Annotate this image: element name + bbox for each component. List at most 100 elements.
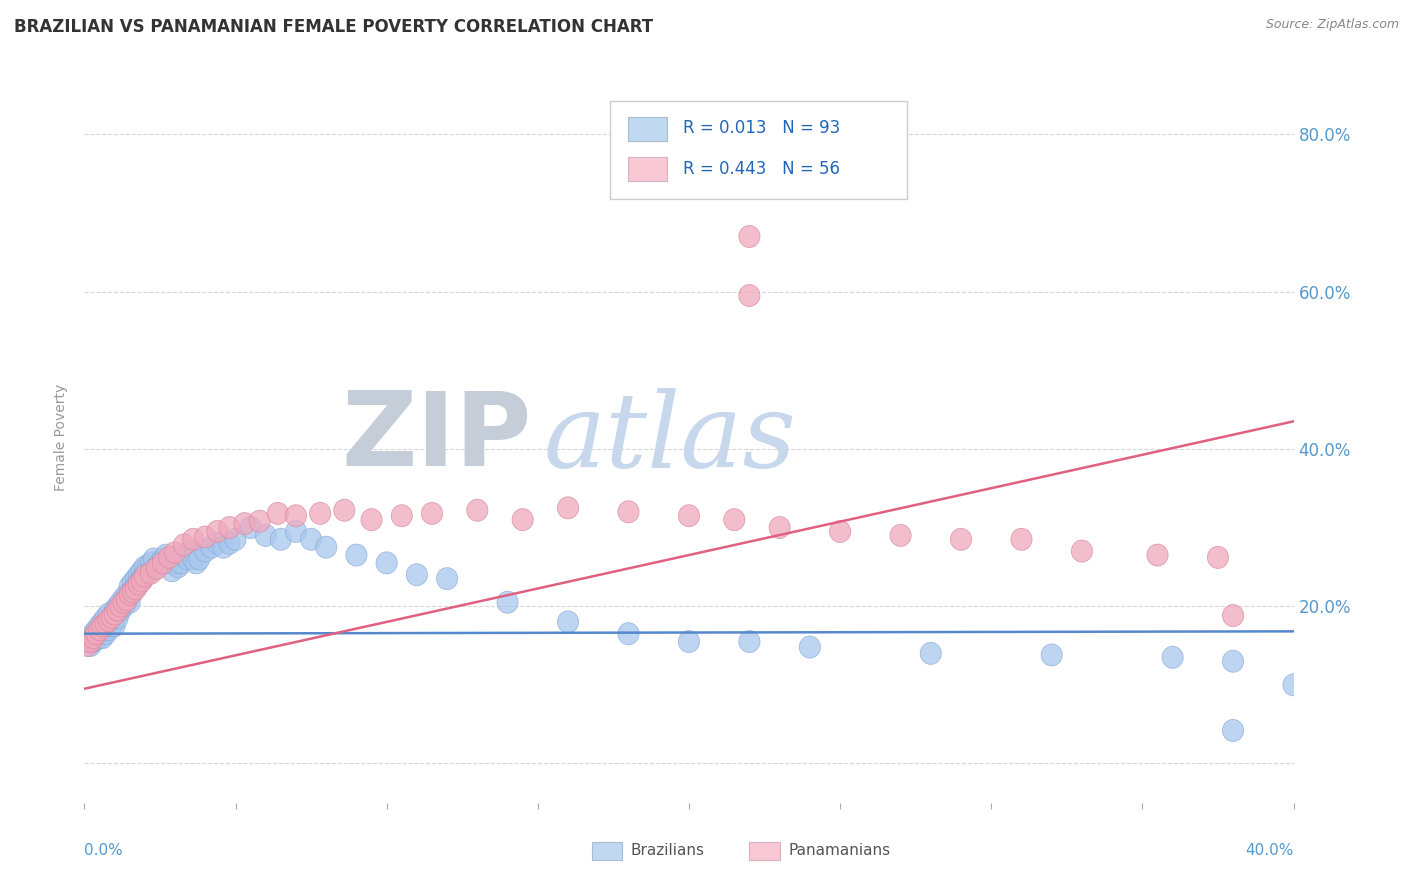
Ellipse shape — [391, 505, 412, 527]
Ellipse shape — [1161, 647, 1184, 668]
Ellipse shape — [159, 547, 180, 568]
Ellipse shape — [512, 508, 533, 531]
Ellipse shape — [270, 528, 291, 550]
Ellipse shape — [173, 533, 194, 556]
Ellipse shape — [152, 552, 173, 574]
Ellipse shape — [107, 599, 128, 621]
Ellipse shape — [496, 591, 519, 614]
Ellipse shape — [333, 500, 354, 521]
Ellipse shape — [80, 631, 101, 653]
Ellipse shape — [98, 603, 120, 625]
Ellipse shape — [125, 567, 146, 590]
Ellipse shape — [159, 552, 180, 574]
Ellipse shape — [107, 607, 128, 629]
Ellipse shape — [212, 536, 233, 558]
Ellipse shape — [86, 619, 107, 640]
Ellipse shape — [146, 556, 167, 578]
Ellipse shape — [146, 558, 167, 580]
Text: Panamanians: Panamanians — [789, 843, 890, 858]
Bar — [628, 117, 668, 141]
Ellipse shape — [89, 626, 110, 648]
Ellipse shape — [240, 516, 262, 539]
Ellipse shape — [83, 623, 104, 645]
Ellipse shape — [141, 552, 162, 574]
Ellipse shape — [194, 541, 217, 562]
Ellipse shape — [128, 574, 149, 595]
Ellipse shape — [117, 591, 138, 614]
Ellipse shape — [141, 560, 162, 582]
Ellipse shape — [467, 500, 488, 521]
Ellipse shape — [346, 544, 367, 566]
Ellipse shape — [188, 548, 209, 570]
Ellipse shape — [131, 567, 152, 590]
Ellipse shape — [96, 607, 117, 629]
Ellipse shape — [738, 285, 761, 307]
Ellipse shape — [165, 552, 186, 574]
Ellipse shape — [1147, 544, 1168, 566]
Ellipse shape — [96, 623, 117, 645]
Ellipse shape — [436, 567, 458, 590]
Ellipse shape — [125, 578, 146, 600]
Ellipse shape — [309, 502, 330, 524]
Ellipse shape — [285, 520, 307, 542]
Ellipse shape — [107, 603, 128, 625]
Bar — [592, 841, 623, 860]
Ellipse shape — [315, 536, 337, 558]
Ellipse shape — [1011, 528, 1032, 550]
Text: Source: ZipAtlas.com: Source: ZipAtlas.com — [1265, 18, 1399, 31]
Ellipse shape — [149, 552, 170, 574]
Ellipse shape — [104, 603, 125, 625]
Ellipse shape — [89, 619, 110, 640]
Ellipse shape — [170, 552, 191, 574]
Ellipse shape — [83, 631, 104, 653]
Ellipse shape — [143, 548, 165, 570]
Ellipse shape — [120, 591, 141, 614]
Ellipse shape — [249, 510, 270, 533]
Ellipse shape — [920, 642, 942, 665]
Ellipse shape — [134, 566, 156, 587]
Ellipse shape — [120, 583, 141, 606]
Ellipse shape — [301, 528, 322, 550]
Ellipse shape — [1222, 650, 1244, 673]
Text: ZIP: ZIP — [342, 386, 531, 488]
Ellipse shape — [180, 541, 201, 562]
Ellipse shape — [225, 528, 246, 550]
Text: R = 0.443   N = 56: R = 0.443 N = 56 — [683, 160, 839, 178]
Ellipse shape — [1222, 720, 1244, 741]
Ellipse shape — [678, 631, 700, 653]
Ellipse shape — [138, 556, 159, 578]
Ellipse shape — [86, 623, 107, 645]
Ellipse shape — [104, 615, 125, 637]
Ellipse shape — [183, 528, 204, 550]
Text: R = 0.013   N = 93: R = 0.013 N = 93 — [683, 120, 841, 137]
Ellipse shape — [134, 556, 156, 578]
Ellipse shape — [91, 615, 112, 637]
Ellipse shape — [201, 536, 222, 558]
Ellipse shape — [86, 628, 107, 650]
Ellipse shape — [162, 560, 183, 582]
Ellipse shape — [177, 548, 198, 570]
Ellipse shape — [557, 497, 579, 519]
Ellipse shape — [89, 623, 110, 645]
Ellipse shape — [107, 595, 128, 617]
Ellipse shape — [1208, 547, 1229, 568]
Ellipse shape — [120, 575, 141, 598]
Ellipse shape — [91, 611, 112, 633]
Ellipse shape — [128, 572, 149, 593]
Ellipse shape — [830, 520, 851, 542]
Ellipse shape — [104, 607, 125, 629]
Ellipse shape — [80, 626, 101, 648]
Ellipse shape — [375, 552, 398, 574]
Ellipse shape — [557, 611, 579, 633]
Ellipse shape — [738, 226, 761, 248]
Ellipse shape — [77, 634, 98, 657]
Ellipse shape — [141, 562, 162, 584]
Ellipse shape — [96, 615, 117, 637]
Text: Brazilians: Brazilians — [631, 843, 704, 858]
Ellipse shape — [122, 581, 143, 603]
Ellipse shape — [117, 589, 138, 611]
Ellipse shape — [96, 613, 117, 634]
FancyBboxPatch shape — [610, 101, 907, 200]
Ellipse shape — [120, 583, 141, 606]
Ellipse shape — [406, 564, 427, 586]
